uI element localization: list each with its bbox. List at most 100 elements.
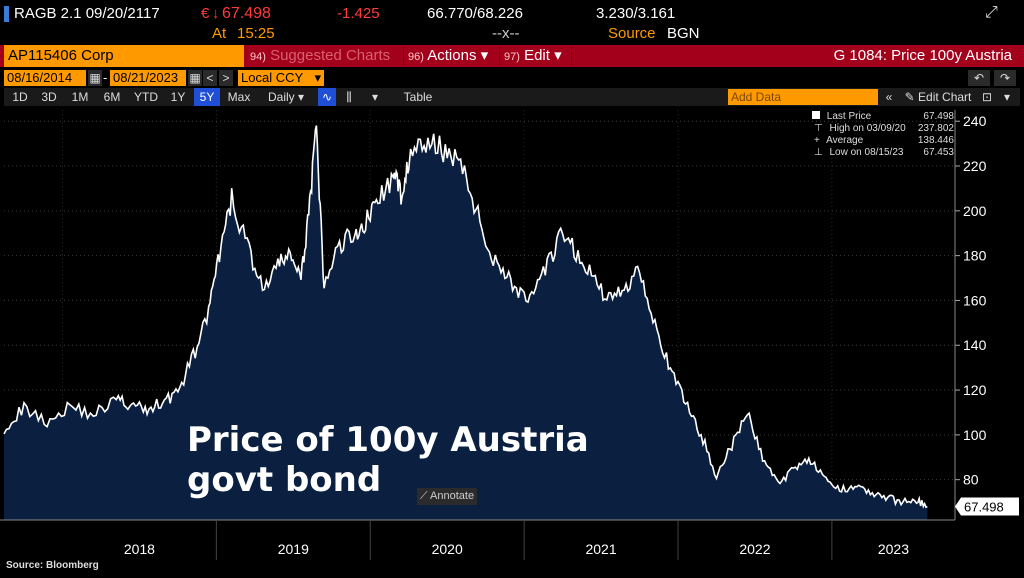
suggested-num: 94): [250, 51, 266, 63]
edit-label: Edit ▾: [524, 47, 562, 64]
add-data-input[interactable]: Add Data: [728, 89, 878, 105]
legend-label: Last Price: [826, 111, 872, 122]
annotate-button[interactable]: ⟋ Annotate: [417, 488, 477, 505]
bid-ask-size: --x--: [492, 25, 520, 42]
export-icon[interactable]: ⤢: [985, 4, 998, 21]
average-marker-icon: +: [814, 135, 820, 146]
command-bar: [0, 45, 1024, 67]
timeframe-1d[interactable]: 1D: [12, 90, 28, 104]
timeframe-3d[interactable]: 3D: [41, 90, 57, 104]
last-price: 67.498: [222, 5, 271, 22]
timeframe-max[interactable]: Max: [227, 90, 251, 104]
chart-annotation: Price of 100y Austria govt bond: [187, 420, 589, 500]
y-tick-label: 120: [963, 382, 987, 398]
y-tick-label: 100: [963, 427, 987, 443]
legend-item-high: ⊤ High on 03/09/20 237.802: [804, 123, 954, 135]
y-tick-label: 220: [963, 158, 987, 174]
annotation-line-2: govt bond: [187, 460, 382, 500]
function-title: G 1084: Price 100y Austria: [833, 47, 1012, 64]
bar-chart-icon[interactable]: ⫼: [346, 90, 352, 104]
y-tick-label: 180: [963, 248, 987, 264]
currency-select[interactable]: Local CCY ▾: [238, 70, 324, 86]
actions-menu[interactable]: 96) Actions ▾: [408, 45, 488, 67]
bid-ask: 66.770/68.226: [427, 5, 523, 22]
timeframe-5y[interactable]: 5Y: [194, 88, 220, 106]
collapse-icon[interactable]: «: [885, 90, 893, 104]
currency-symbol: €: [201, 5, 210, 22]
edit-chart-button[interactable]: ✎ Edit Chart: [904, 90, 972, 104]
currency-label: Local CCY: [241, 70, 304, 85]
timeframe-6m[interactable]: 6M: [103, 90, 121, 104]
suggested-charts-button[interactable]: 94) Suggested Charts: [250, 45, 390, 67]
pricing-source: BGN: [667, 25, 700, 42]
x-tick-label: 2023: [878, 541, 909, 557]
x-tick-label: 2021: [585, 541, 616, 557]
start-date-input[interactable]: 08/16/2014: [4, 70, 86, 86]
last-price-marker: [955, 497, 1019, 516]
timeframe-ytd[interactable]: YTD: [134, 90, 158, 104]
last-price-value: 67.498: [964, 500, 1004, 515]
calendar-icon[interactable]: ▦: [188, 70, 202, 86]
legend-item-average: + Average 138.446: [804, 135, 954, 147]
security-field[interactable]: AP115406 Corp: [4, 45, 244, 67]
suggested-label: Suggested Charts: [270, 47, 391, 64]
redo-button[interactable]: ↷: [994, 70, 1016, 86]
x-tick-label: 2020: [432, 541, 463, 557]
edit-menu[interactable]: 97) Edit ▾: [504, 45, 562, 67]
quote-time: 15:25: [237, 25, 275, 42]
pencil-icon: ⟋: [419, 490, 428, 502]
source-note: Source: Bloomberg: [6, 560, 99, 571]
chart-settings-icon[interactable]: ⊡: [981, 90, 993, 104]
ticker-label[interactable]: RAGB 2.1 09/20/2117: [14, 5, 160, 22]
legend-value: 138.446: [917, 135, 954, 146]
next-period-button[interactable]: >: [219, 70, 233, 86]
legend-swatch: [812, 111, 820, 119]
divider: [403, 47, 404, 65]
legend-item-last: Last Price 67.498: [804, 111, 954, 123]
timeframe-1y[interactable]: 1Y: [170, 90, 186, 104]
timeframe-1m[interactable]: 1M: [71, 90, 89, 104]
edit-num: 97): [504, 51, 520, 63]
price-area: [4, 125, 928, 520]
chart-type-dropdown[interactable]: ▾: [371, 90, 379, 104]
yields: 3.230/3.161: [596, 5, 676, 22]
legend-value: 237.802: [917, 123, 954, 134]
annotation-line-1: Price of 100y Austria: [187, 420, 589, 460]
y-tick-label: 240: [963, 113, 987, 129]
line-chart-icon[interactable]: ∿: [318, 88, 336, 106]
frequency-select[interactable]: Daily ▾: [267, 90, 305, 104]
legend-value: 67.498: [923, 111, 954, 122]
y-axis: 80 100 120 140 160 180 200 220 240: [954, 110, 987, 520]
last-price-label: 67.498: [955, 497, 1019, 516]
y-tick-label: 200: [963, 203, 987, 219]
end-date-input[interactable]: 08/21/2023: [110, 70, 186, 86]
legend[interactable]: Last Price 67.498 ⊤ High on 03/09/20 237…: [804, 111, 954, 161]
legend-item-low: ⊥ Low on 08/15/23 67.453: [804, 147, 954, 159]
quote-strip: RAGB 2.1 09/20/2117 € ↓ 67.498 At 15:25 …: [0, 0, 1024, 44]
divider: [499, 47, 500, 65]
legend-value: 67.453: [923, 147, 954, 158]
grid: [4, 110, 955, 520]
x-tick-label: 2022: [739, 541, 770, 557]
undo-button[interactable]: ↶: [968, 70, 990, 86]
low-marker-icon: ⊥: [814, 147, 823, 158]
security-color-marker: [4, 6, 9, 22]
actions-num: 96): [408, 51, 424, 63]
x-tick-label: 2019: [278, 541, 309, 557]
down-arrow-icon: ↓: [212, 5, 220, 22]
table-button[interactable]: Table: [403, 90, 433, 104]
y-tick-label: 160: [963, 292, 987, 308]
legend-label: Average: [826, 135, 864, 146]
x-axis: 2018 2019 2020 2021 2022 2023: [0, 519, 955, 560]
date-dash: -: [103, 70, 108, 85]
calendar-icon[interactable]: ▦: [88, 70, 102, 86]
source-label: Source: [608, 25, 656, 42]
divider: [571, 47, 572, 65]
legend-label: Low on 08/15/23: [829, 147, 904, 158]
chevron-down-icon: ▾: [314, 70, 321, 85]
high-marker-icon: ⊤: [814, 123, 823, 134]
prev-period-button[interactable]: <: [203, 70, 217, 86]
x-tick-label: 2018: [124, 541, 155, 557]
more-options-icon[interactable]: ▾: [1003, 90, 1011, 104]
